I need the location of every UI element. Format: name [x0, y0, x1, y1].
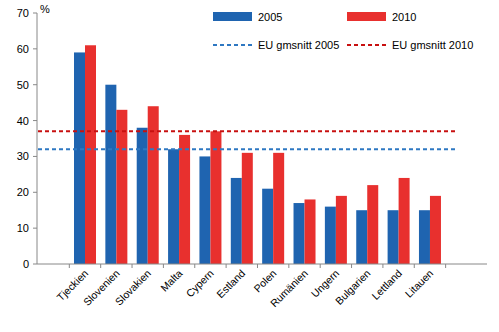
x-tick-label: Malta [158, 267, 185, 294]
bar [105, 85, 116, 264]
legend-swatch [347, 44, 386, 46]
y-axis [37, 13, 38, 264]
bar [419, 210, 430, 264]
x-tick [445, 264, 446, 268]
y-tick-label: 20 [17, 186, 29, 198]
y-tick-label: 60 [17, 43, 29, 55]
y-tick-label: 0 [23, 258, 29, 270]
x-tick [163, 264, 164, 268]
y-tick-label: 40 [17, 115, 29, 127]
y-tick-label: 50 [17, 79, 29, 91]
bar [168, 149, 179, 264]
bar [116, 110, 127, 264]
bar [179, 135, 190, 264]
y-tick-label: 10 [17, 222, 29, 234]
x-tick [414, 264, 415, 268]
x-tick [351, 264, 352, 268]
y-axis-label: % [40, 3, 50, 15]
x-tick-label: Cypern [183, 267, 216, 300]
x-tick [194, 264, 195, 268]
y-tick-label: 70 [17, 7, 29, 19]
y-tick [33, 156, 37, 157]
bar [85, 45, 96, 264]
y-tick [33, 120, 37, 121]
legend-swatch [347, 12, 386, 21]
x-tick [288, 264, 289, 268]
bar [399, 178, 410, 264]
y-tick [33, 228, 37, 229]
x-tick-label: Slovakien [112, 267, 153, 308]
x-tick [226, 264, 227, 268]
bar [242, 153, 253, 264]
legend-swatch [213, 12, 252, 21]
bar [199, 156, 210, 264]
x-tick-label: Lettland [369, 267, 404, 302]
bar [367, 185, 378, 264]
bar [148, 106, 159, 264]
legend-label: EU gmsnitt 2005 [258, 39, 339, 51]
y-tick-label: 30 [17, 150, 29, 162]
x-axis [37, 264, 487, 265]
y-tick [33, 192, 37, 193]
legend-label: 2010 [392, 11, 416, 23]
bar [273, 153, 284, 264]
bar [262, 189, 273, 264]
y-tick [33, 13, 37, 14]
bar [294, 203, 305, 264]
bar [210, 131, 221, 264]
bar [325, 207, 336, 264]
x-tick-label: Polen [251, 267, 279, 295]
bar [74, 52, 85, 264]
bar [336, 196, 347, 264]
x-tick-label: Rumänien [268, 267, 310, 309]
legend: 2005 2010 EU gmsnitt 2005 EU gmsnitt 2010 [213, 11, 473, 51]
x-tick [382, 264, 383, 268]
legend-swatch [213, 44, 252, 46]
bar [137, 128, 148, 264]
legend-label: 2005 [258, 11, 282, 23]
y-tick [33, 84, 37, 85]
reference-line [38, 148, 458, 150]
x-tick-label: Bulgarien [333, 267, 373, 307]
reference-line [38, 130, 458, 132]
x-tick [132, 264, 133, 268]
y-tick [33, 264, 37, 265]
x-tick [69, 264, 70, 268]
x-tick-label: Estland [214, 267, 247, 300]
bar [305, 199, 316, 264]
marks [38, 45, 458, 264]
x-tick [320, 264, 321, 268]
x-tick [100, 264, 101, 268]
x-tick [257, 264, 258, 268]
bar [231, 178, 242, 264]
bar [388, 210, 399, 264]
x-tick-label: Litauen [403, 267, 436, 300]
bar [430, 196, 441, 264]
legend-label: EU gmsnitt 2010 [392, 39, 473, 51]
bar [356, 210, 367, 264]
y-tick [33, 48, 37, 49]
